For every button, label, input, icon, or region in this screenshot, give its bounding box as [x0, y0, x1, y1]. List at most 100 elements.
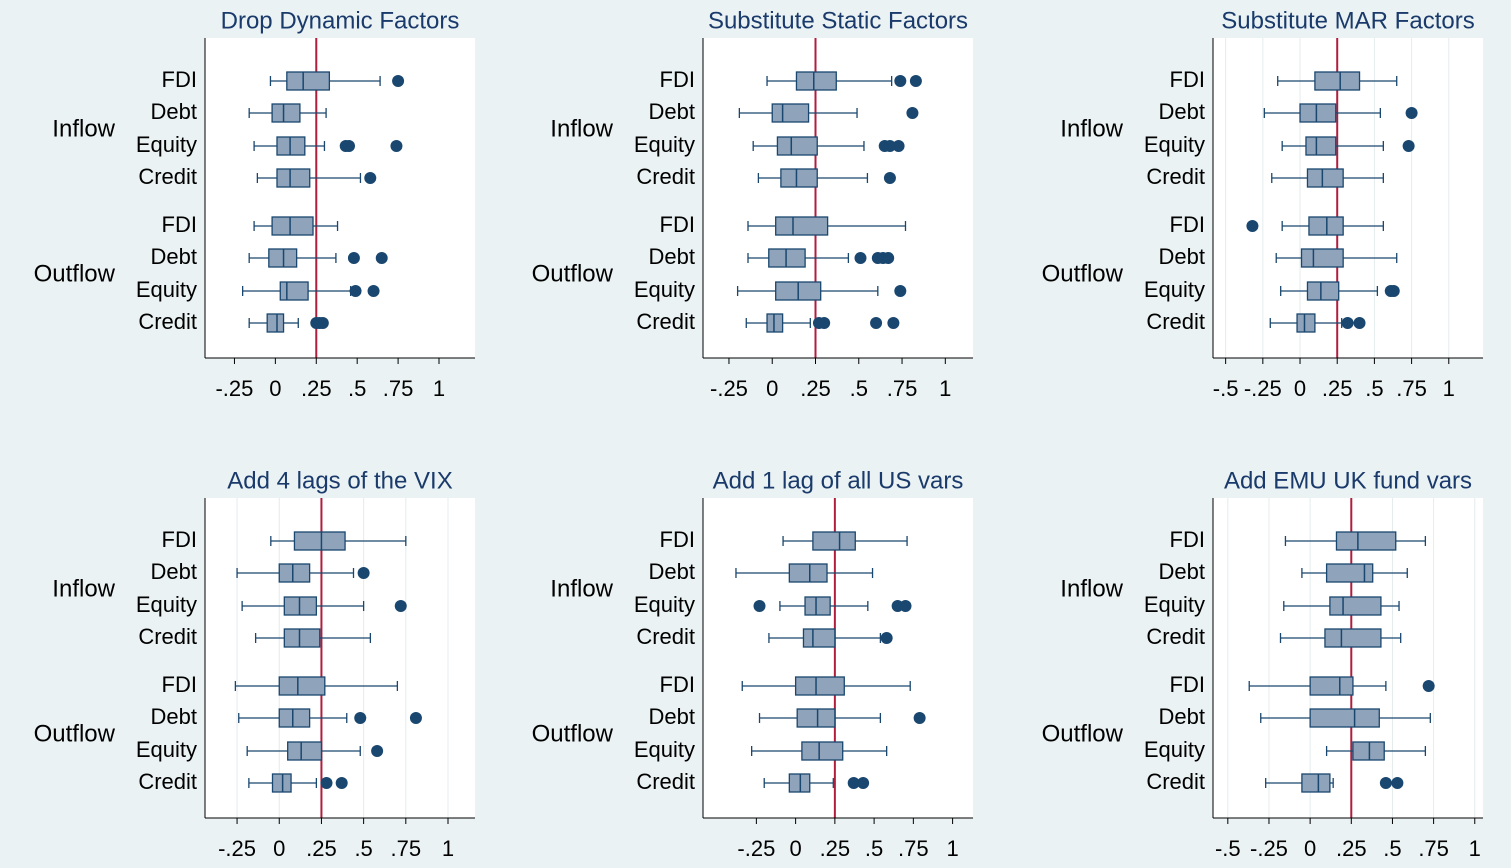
outlier — [394, 600, 407, 612]
panel-title: Drop Dynamic Factors — [221, 7, 460, 34]
x-tick-label: -.25 — [215, 376, 253, 401]
box — [286, 71, 331, 91]
box — [287, 741, 323, 761]
outlier — [1422, 680, 1435, 692]
category-label: Equity — [136, 132, 197, 157]
outlier — [343, 140, 355, 152]
x-tick-label: 0 — [1294, 376, 1306, 401]
outlier — [899, 600, 912, 612]
box — [271, 103, 301, 123]
outlier — [883, 172, 896, 184]
group-label: Inflow — [52, 115, 115, 142]
outlier — [913, 712, 926, 724]
outlier — [847, 777, 860, 789]
group-label: Inflow — [1060, 115, 1123, 142]
category-label: FDI — [1170, 67, 1205, 92]
category-label: Credit — [138, 164, 197, 189]
category-label: FDI — [660, 212, 695, 237]
x-tick-label: -.25 — [1244, 376, 1282, 401]
group-label: Inflow — [550, 115, 613, 142]
group-label: Outflow — [34, 260, 116, 287]
group-label: Inflow — [52, 575, 115, 602]
box — [775, 216, 829, 236]
box — [1296, 313, 1316, 333]
outlier — [1387, 285, 1400, 297]
x-tick-label: 1 — [1469, 836, 1481, 861]
box — [1305, 136, 1337, 156]
category-label: Credit — [636, 164, 695, 189]
outlier — [906, 107, 919, 119]
box — [1299, 103, 1337, 123]
outlier — [887, 317, 900, 329]
category-label: Equity — [136, 737, 197, 762]
group-label: Inflow — [550, 575, 613, 602]
box — [768, 248, 806, 268]
outlier — [1402, 140, 1415, 152]
x-tick-label: 0 — [273, 836, 285, 861]
outlier — [392, 75, 405, 87]
x-tick-label: .25 — [1322, 376, 1353, 401]
category-label: Equity — [634, 592, 695, 617]
category-label: FDI — [1170, 672, 1205, 697]
category-label: FDI — [162, 672, 197, 697]
box — [1325, 563, 1374, 583]
panel-title: Add 1 lag of all US vars — [713, 467, 964, 494]
box — [1306, 281, 1340, 301]
x-tick-label: .5 — [865, 836, 883, 861]
category-label: FDI — [660, 67, 695, 92]
box — [283, 628, 321, 648]
category-label: Debt — [151, 99, 197, 124]
category-label: Equity — [1144, 592, 1205, 617]
category-label: Debt — [649, 704, 695, 729]
group-label: Outflow — [1042, 260, 1124, 287]
outlier — [371, 745, 384, 757]
x-tick-label: 1 — [442, 836, 454, 861]
category-label: Credit — [636, 769, 695, 794]
category-label: Equity — [634, 277, 695, 302]
category-label: Debt — [649, 244, 695, 269]
x-tick-label: 1 — [946, 836, 958, 861]
x-tick-label: -.5 — [1213, 376, 1239, 401]
outlier — [882, 252, 895, 264]
panel-title: Substitute Static Factors — [708, 7, 968, 34]
box — [1324, 628, 1382, 648]
x-tick-label: .5 — [1365, 376, 1383, 401]
outlier — [883, 140, 896, 152]
category-label: Credit — [1146, 309, 1205, 334]
x-tick-label: .25 — [800, 376, 831, 401]
x-tick-label: .5 — [1383, 836, 1401, 861]
box — [766, 313, 784, 333]
box — [812, 531, 856, 551]
x-tick-label: .75 — [898, 836, 929, 861]
x-tick-label: -.25 — [1250, 836, 1288, 861]
box — [271, 773, 292, 793]
category-label: Equity — [1144, 132, 1205, 157]
outlier — [880, 632, 893, 644]
category-label: Credit — [1146, 624, 1205, 649]
x-tick-label: .25 — [301, 376, 332, 401]
category-label: Credit — [138, 624, 197, 649]
category-label: FDI — [162, 212, 197, 237]
box — [1335, 531, 1397, 551]
box — [1306, 168, 1344, 188]
box — [776, 136, 818, 156]
category-label: FDI — [162, 527, 197, 552]
category-label: FDI — [660, 527, 695, 552]
box — [804, 596, 831, 616]
category-label: Equity — [634, 737, 695, 762]
x-tick-label: .25 — [306, 836, 337, 861]
plot-area — [1213, 498, 1483, 818]
x-tick-label: .25 — [820, 836, 851, 861]
box — [802, 628, 836, 648]
box — [1309, 708, 1380, 728]
outlier — [894, 75, 907, 87]
box — [276, 136, 306, 156]
x-tick-label: -.5 — [1215, 836, 1241, 861]
outlier — [857, 777, 870, 789]
box — [788, 773, 811, 793]
box — [276, 168, 311, 188]
outlier — [316, 317, 329, 329]
outlier — [320, 777, 333, 789]
box — [1329, 596, 1382, 616]
